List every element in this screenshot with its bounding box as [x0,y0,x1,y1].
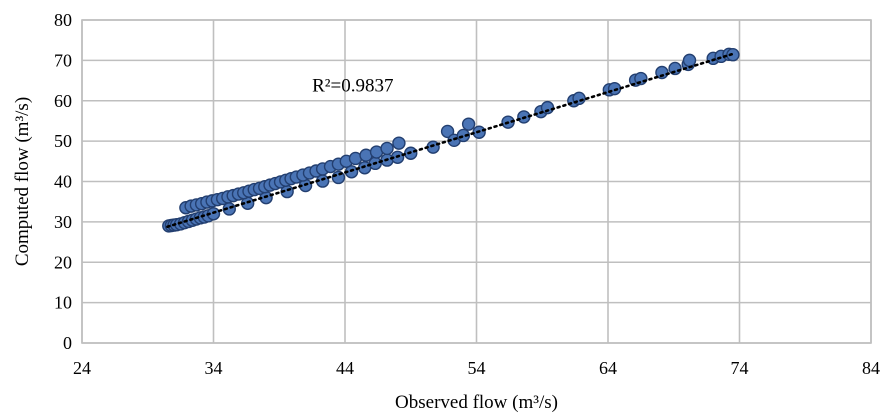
y-axis-title: Computed flow (m³/s) [12,97,33,266]
y-tick-label: 80 [54,10,72,30]
y-tick-label: 20 [54,252,72,272]
trendline-layer [166,52,735,229]
y-tick-label: 30 [54,212,72,232]
x-tick-label: 44 [336,358,354,378]
data-points [162,47,740,233]
data-point [682,53,697,68]
y-tick-label: 40 [54,172,72,192]
x-tick-label: 64 [599,358,617,378]
x-tick-label: 24 [73,358,91,378]
x-tick-label: 74 [731,358,749,378]
y-tick-label: 0 [63,333,72,353]
data-point [380,141,394,156]
grid-layer [81,19,872,344]
data-point [461,117,476,131]
y-tick-label: 70 [54,50,72,70]
data-point [392,136,406,150]
y-tick-label: 10 [54,293,72,313]
y-tick-label: 50 [54,131,72,151]
x-tick-label: 34 [205,358,223,378]
x-tick-label: 54 [468,358,486,378]
y-tick-label: 60 [54,91,72,111]
r-squared-annotation: R²=0.9837 [312,75,393,96]
tick-labels: 0 10 20 30 40 50 60 70 80 24 34 44 54 64 74 84 [54,10,880,378]
data-point [440,124,455,139]
x-tick-label: 84 [862,358,880,378]
data-point [607,81,622,96]
plot-frame [81,19,872,344]
x-axis-title: Observed flow (m³/s) [395,392,558,413]
trendline [166,52,735,229]
